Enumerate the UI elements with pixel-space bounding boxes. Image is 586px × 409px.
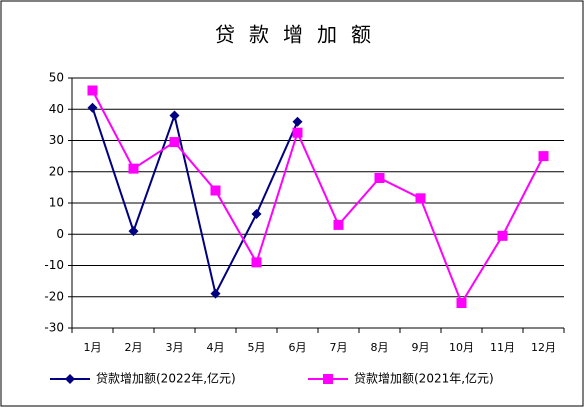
y-tick-label: 0 [56, 227, 64, 241]
marker [169, 137, 180, 148]
marker [456, 298, 467, 308]
x-tick-label: 12月 [531, 341, 556, 354]
y-tick-label: 10 [49, 196, 64, 210]
x-tick-label: 4月 [207, 341, 225, 354]
marker [292, 127, 303, 138]
marker [128, 226, 139, 237]
marker [538, 151, 549, 162]
chart-title: 贷款增加额 [215, 23, 385, 47]
x-tick-label: 7月 [330, 341, 348, 354]
legend-label: 贷款增加额(2021年,亿元) [354, 371, 494, 386]
x-tick-label: 5月 [248, 341, 266, 354]
y-tick-label: 20 [49, 164, 64, 178]
y-tick-label: -20 [44, 289, 64, 303]
y-tick-label: 50 [49, 71, 64, 85]
marker [415, 193, 426, 204]
x-tick-label: 8月 [371, 341, 389, 354]
legend-label: 贷款增加额(2022年,亿元) [96, 371, 236, 386]
x-tick-label: 10月 [449, 341, 474, 354]
x-tick-label: 1月 [84, 341, 102, 354]
x-tick-label: 2月 [125, 341, 143, 354]
marker [251, 208, 262, 219]
y-tick-label: -10 [44, 258, 64, 272]
y-tick-label: 40 [49, 102, 64, 116]
marker [210, 288, 221, 299]
marker [65, 374, 75, 384]
marker [87, 85, 98, 96]
marker [210, 185, 221, 196]
marker [374, 173, 385, 183]
series-line [91, 107, 299, 297]
marker [87, 102, 98, 113]
marker [128, 163, 139, 174]
marker [333, 219, 344, 230]
x-tick-label: 3月 [166, 341, 184, 354]
marker [497, 230, 508, 241]
series-line [91, 90, 545, 306]
y-tick-label: 30 [49, 133, 64, 147]
marker [323, 374, 333, 384]
y-tick-label: -30 [44, 321, 64, 335]
marker [251, 257, 262, 268]
x-tick-label: 6月 [289, 341, 307, 354]
x-tick-label: 11月 [490, 341, 515, 354]
marker [169, 110, 180, 121]
x-tick-label: 9月 [412, 341, 430, 354]
marker [292, 116, 303, 127]
